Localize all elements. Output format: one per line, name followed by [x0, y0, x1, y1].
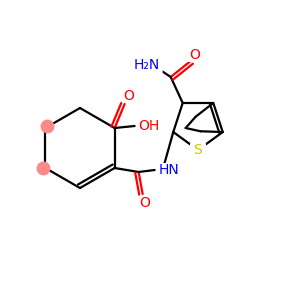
FancyBboxPatch shape [136, 119, 160, 133]
Text: OH: OH [138, 119, 159, 133]
Text: O: O [189, 48, 200, 62]
FancyBboxPatch shape [131, 57, 163, 73]
Text: H₂N: H₂N [134, 58, 160, 72]
Text: O: O [123, 89, 134, 103]
FancyBboxPatch shape [188, 48, 202, 62]
Text: HN: HN [158, 163, 179, 177]
FancyBboxPatch shape [158, 163, 180, 177]
FancyBboxPatch shape [190, 143, 206, 157]
Text: O: O [139, 196, 150, 210]
FancyBboxPatch shape [122, 89, 136, 103]
Text: S: S [194, 143, 202, 157]
FancyBboxPatch shape [138, 196, 152, 210]
